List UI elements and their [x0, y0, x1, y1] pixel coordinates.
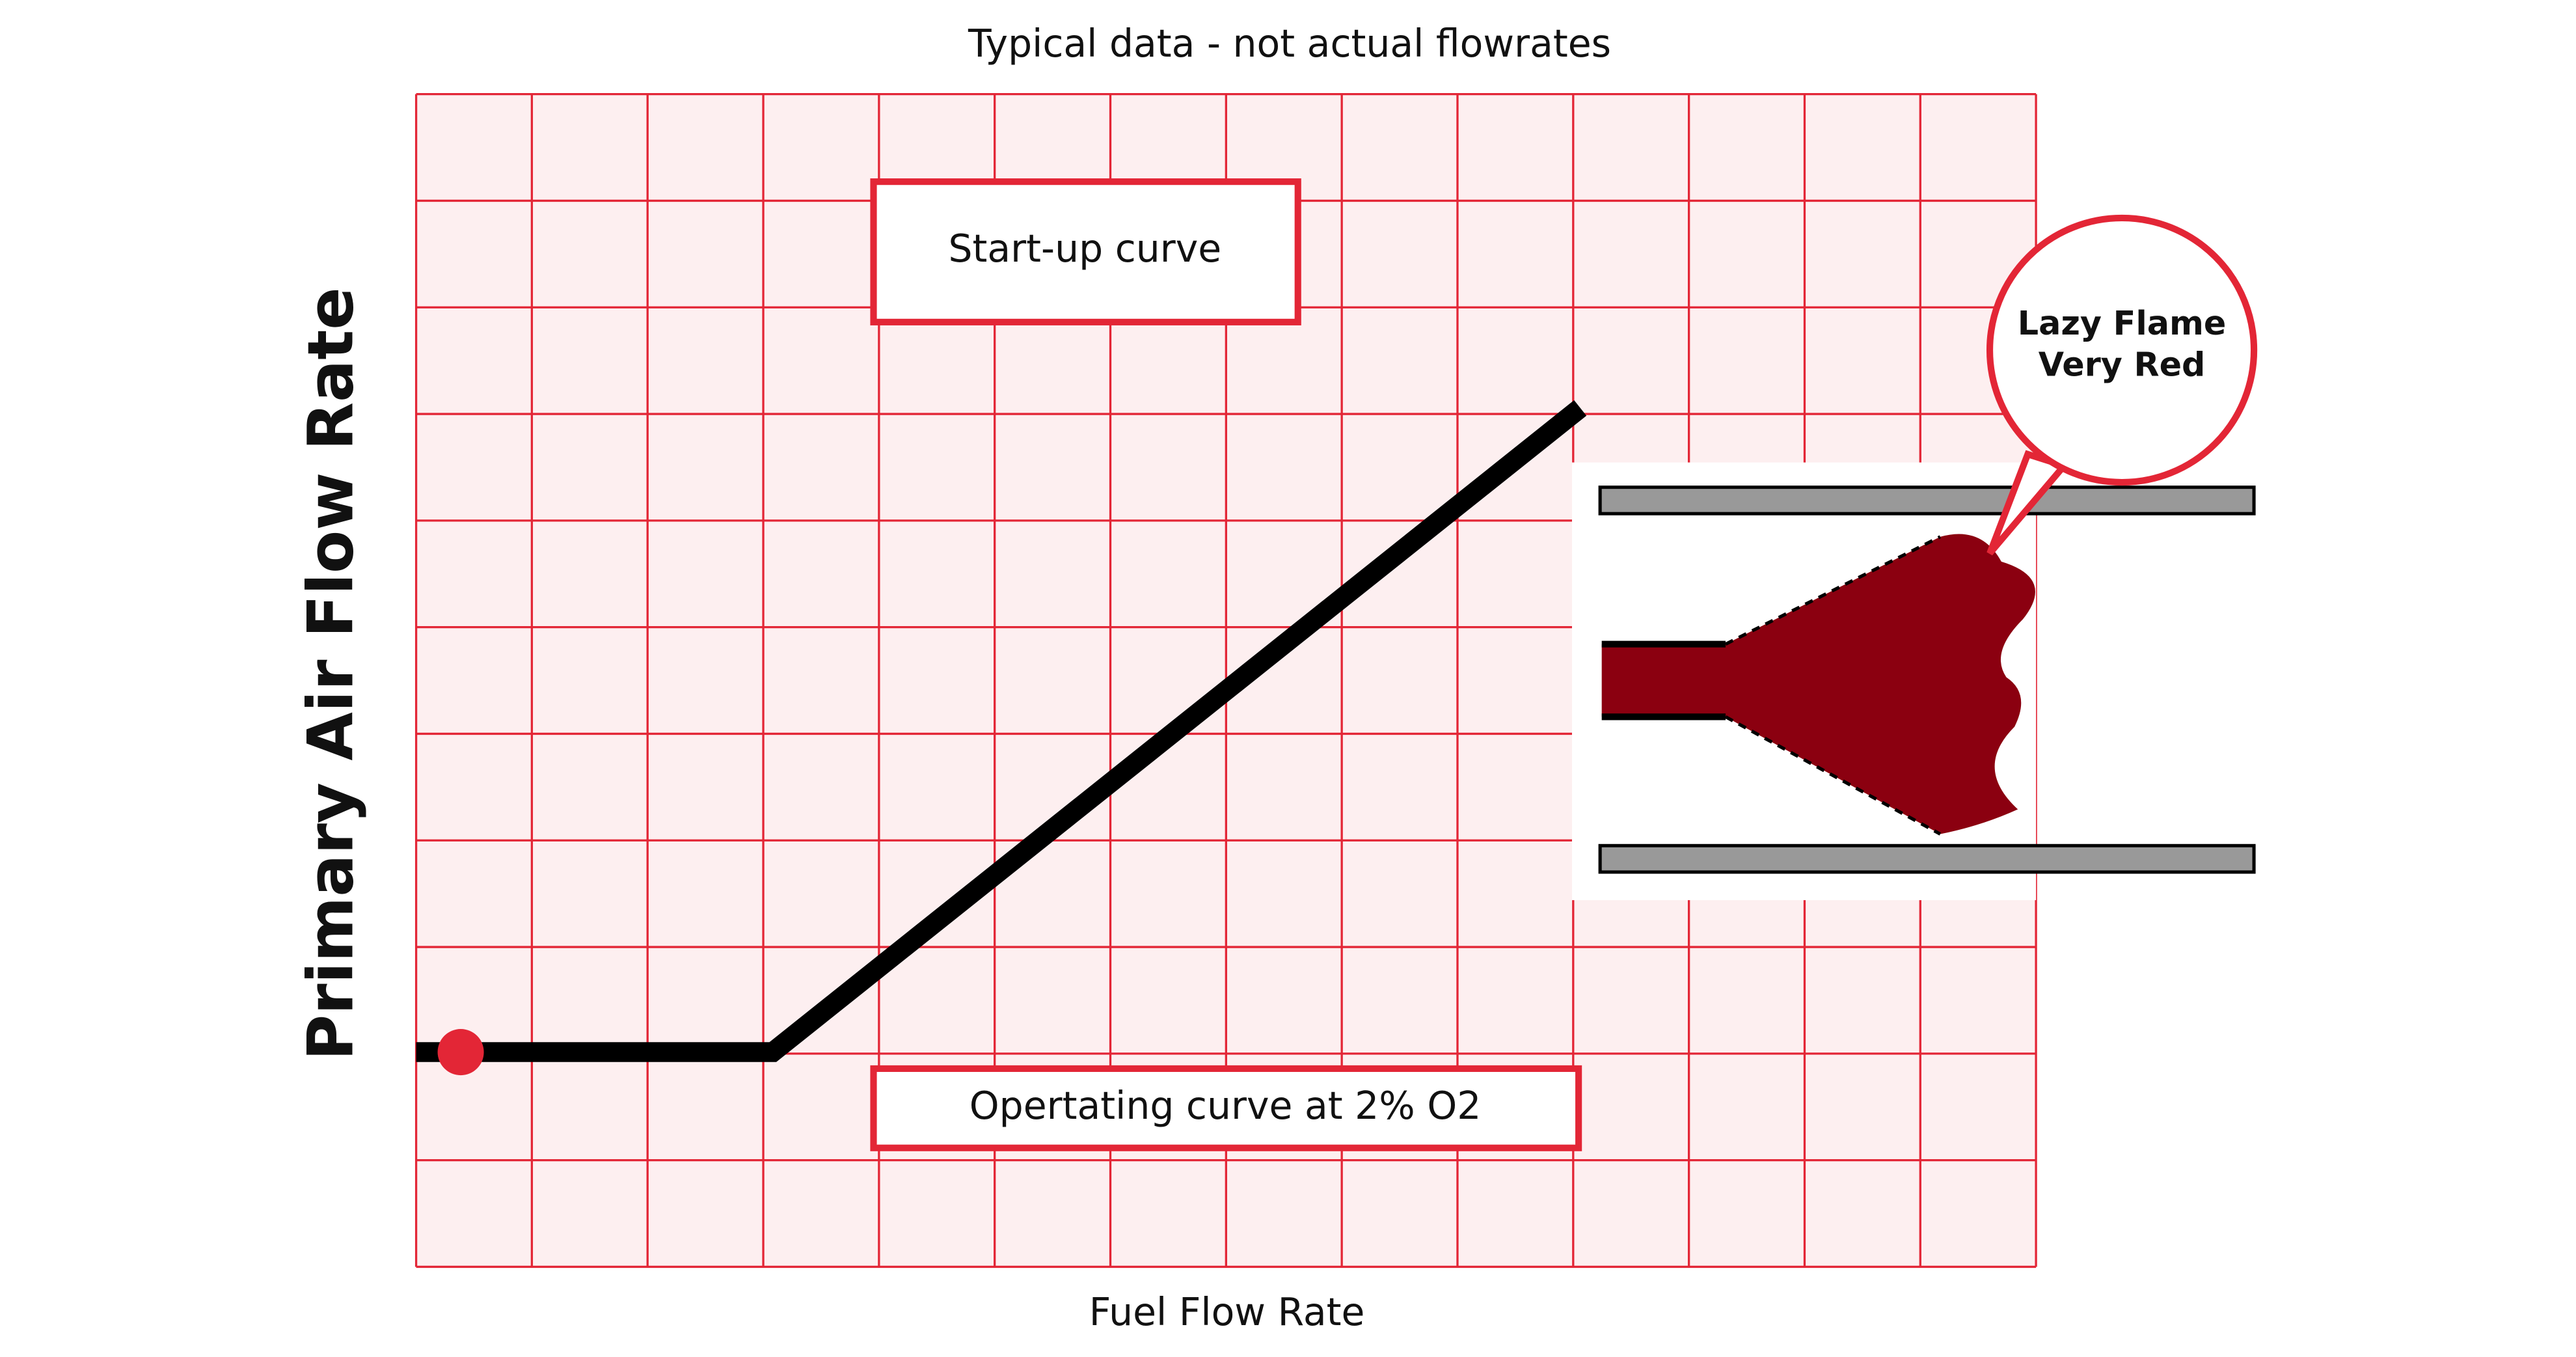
- x-axis-label: Fuel Flow Rate: [1089, 1290, 1365, 1334]
- start-point: [437, 1029, 484, 1076]
- startup-label: Start-up curve: [948, 226, 1221, 271]
- wall-bottom: [1598, 843, 2256, 874]
- callout-line: Lazy Flame: [2018, 304, 2226, 342]
- callout-line: Very Red: [2039, 345, 2206, 383]
- operating-label: Opertating curve at 2% O2: [969, 1084, 1482, 1128]
- title: Typical data - not actual flowrates: [968, 21, 1611, 66]
- wall-top: [1598, 486, 2256, 515]
- operating-box: [870, 1065, 1582, 1151]
- flame-edge: [1724, 535, 1942, 646]
- curve: [416, 400, 1587, 1062]
- flame: [1601, 534, 2035, 834]
- startup-box: [870, 178, 1301, 325]
- flame-edge: [1724, 715, 1942, 836]
- callout: [1986, 214, 2258, 486]
- y-axis-label: Primary Air Flow Rate: [294, 287, 368, 1060]
